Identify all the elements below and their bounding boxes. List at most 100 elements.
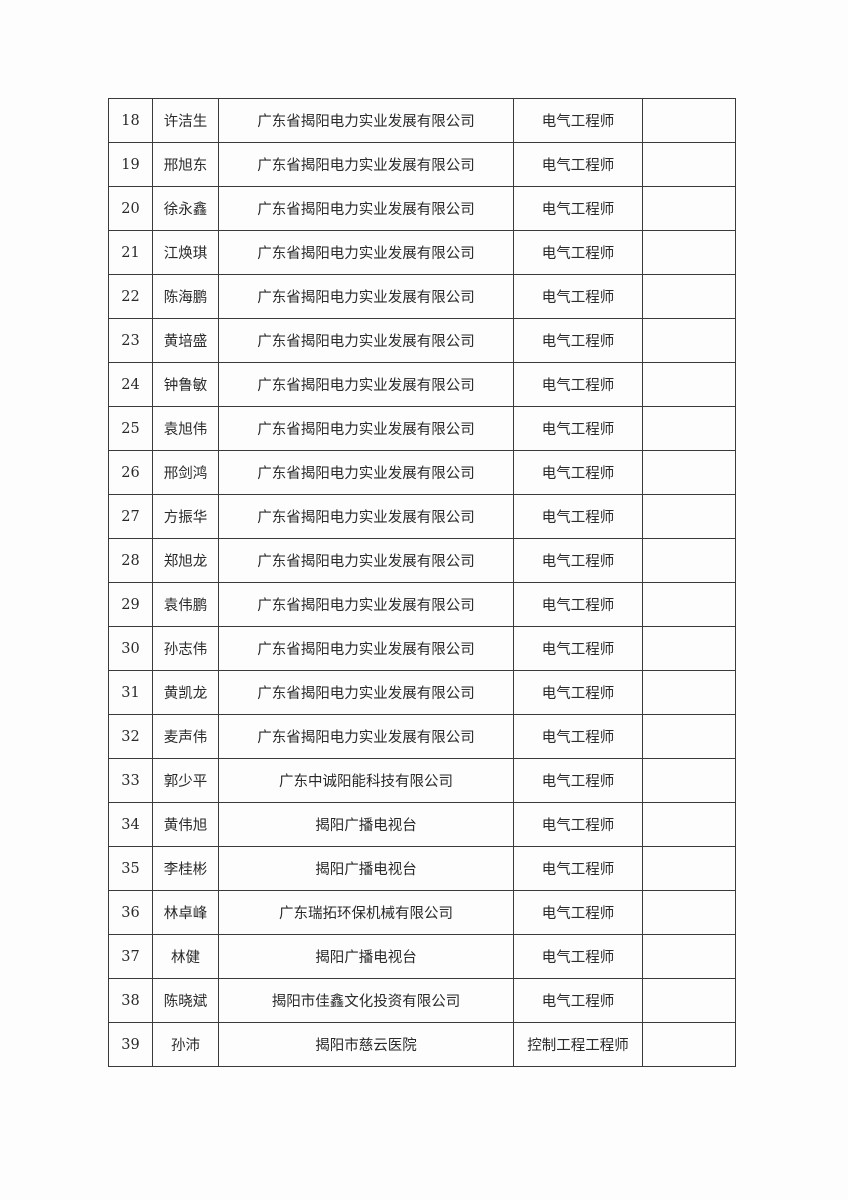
table-row: 19 邢旭东 广东省揭阳电力实业发展有限公司 电气工程师	[108, 142, 736, 187]
person-name-cell: 黄伟旭	[152, 802, 219, 847]
row-number-cell: 21	[108, 230, 153, 275]
job-title-cell: 电气工程师	[513, 142, 643, 187]
remarks-cell	[642, 362, 736, 407]
organization-cell: 广东省揭阳电力实业发展有限公司	[218, 670, 514, 715]
job-title-cell: 电气工程师	[513, 274, 643, 319]
remarks-cell	[642, 1022, 736, 1067]
job-title-cell: 电气工程师	[513, 978, 643, 1023]
job-title-cell: 电气工程师	[513, 758, 643, 803]
row-number-cell: 35	[108, 846, 153, 891]
person-name-cell: 陈晓斌	[152, 978, 219, 1023]
remarks-cell	[642, 142, 736, 187]
table-row: 22 陈海鹏 广东省揭阳电力实业发展有限公司 电气工程师	[108, 274, 736, 319]
remarks-cell	[642, 318, 736, 363]
organization-cell: 揭阳市佳鑫文化投资有限公司	[218, 978, 514, 1023]
row-number-cell: 37	[108, 934, 153, 979]
person-name-cell: 麦声伟	[152, 714, 219, 759]
remarks-cell	[642, 626, 736, 671]
person-name-cell: 陈海鹏	[152, 274, 219, 319]
remarks-cell	[642, 978, 736, 1023]
organization-cell: 揭阳广播电视台	[218, 934, 514, 979]
person-name-cell: 孙志伟	[152, 626, 219, 671]
row-number-cell: 26	[108, 450, 153, 495]
row-number-cell: 31	[108, 670, 153, 715]
person-name-cell: 袁伟鹏	[152, 582, 219, 627]
table-row: 37 林健 揭阳广播电视台 电气工程师	[108, 934, 736, 979]
organization-cell: 揭阳市慈云医院	[218, 1022, 514, 1067]
row-number-cell: 18	[108, 98, 153, 143]
job-title-cell: 电气工程师	[513, 186, 643, 231]
remarks-cell	[642, 670, 736, 715]
organization-cell: 广东省揭阳电力实业发展有限公司	[218, 494, 514, 539]
table-row: 30 孙志伟 广东省揭阳电力实业发展有限公司 电气工程师	[108, 626, 736, 671]
row-number-cell: 29	[108, 582, 153, 627]
row-number-cell: 25	[108, 406, 153, 451]
person-name-cell: 林卓峰	[152, 890, 219, 935]
table-row: 18 许洁生 广东省揭阳电力实业发展有限公司 电气工程师	[108, 98, 736, 143]
row-number-cell: 22	[108, 274, 153, 319]
remarks-cell	[642, 846, 736, 891]
table-row: 34 黄伟旭 揭阳广播电视台 电气工程师	[108, 802, 736, 847]
organization-cell: 广东省揭阳电力实业发展有限公司	[218, 450, 514, 495]
remarks-cell	[642, 406, 736, 451]
organization-cell: 揭阳广播电视台	[218, 846, 514, 891]
person-name-cell: 徐永鑫	[152, 186, 219, 231]
remarks-cell	[642, 98, 736, 143]
table-row: 32 麦声伟 广东省揭阳电力实业发展有限公司 电气工程师	[108, 714, 736, 759]
person-name-cell: 郑旭龙	[152, 538, 219, 583]
row-number-cell: 32	[108, 714, 153, 759]
table-row: 33 郭少平 广东中诚阳能科技有限公司 电气工程师	[108, 758, 736, 803]
remarks-cell	[642, 758, 736, 803]
job-title-cell: 电气工程师	[513, 890, 643, 935]
remarks-cell	[642, 802, 736, 847]
table-row: 20 徐永鑫 广东省揭阳电力实业发展有限公司 电气工程师	[108, 186, 736, 231]
person-name-cell: 邢旭东	[152, 142, 219, 187]
table-row: 35 李桂彬 揭阳广播电视台 电气工程师	[108, 846, 736, 891]
job-title-cell: 电气工程师	[513, 846, 643, 891]
person-name-cell: 黄凯龙	[152, 670, 219, 715]
table-row: 26 邢剑鸿 广东省揭阳电力实业发展有限公司 电气工程师	[108, 450, 736, 495]
organization-cell: 广东中诚阳能科技有限公司	[218, 758, 514, 803]
row-number-cell: 38	[108, 978, 153, 1023]
job-title-cell: 电气工程师	[513, 450, 643, 495]
organization-cell: 广东省揭阳电力实业发展有限公司	[218, 406, 514, 451]
table-row: 24 钟鲁敏 广东省揭阳电力实业发展有限公司 电气工程师	[108, 362, 736, 407]
row-number-cell: 19	[108, 142, 153, 187]
organization-cell: 广东省揭阳电力实业发展有限公司	[218, 626, 514, 671]
person-name-cell: 黄培盛	[152, 318, 219, 363]
organization-cell: 广东省揭阳电力实业发展有限公司	[218, 274, 514, 319]
remarks-cell	[642, 582, 736, 627]
job-title-cell: 电气工程师	[513, 934, 643, 979]
remarks-cell	[642, 538, 736, 583]
remarks-cell	[642, 186, 736, 231]
table-row: 28 郑旭龙 广东省揭阳电力实业发展有限公司 电气工程师	[108, 538, 736, 583]
organization-cell: 广东省揭阳电力实业发展有限公司	[218, 582, 514, 627]
job-title-cell: 控制工程工程师	[513, 1022, 643, 1067]
table-row: 27 方振华 广东省揭阳电力实业发展有限公司 电气工程师	[108, 494, 736, 539]
job-title-cell: 电气工程师	[513, 494, 643, 539]
remarks-cell	[642, 450, 736, 495]
job-title-cell: 电气工程师	[513, 670, 643, 715]
person-name-cell: 方振华	[152, 494, 219, 539]
row-number-cell: 33	[108, 758, 153, 803]
table-row: 23 黄培盛 广东省揭阳电力实业发展有限公司 电气工程师	[108, 318, 736, 363]
row-number-cell: 24	[108, 362, 153, 407]
organization-cell: 广东省揭阳电力实业发展有限公司	[218, 362, 514, 407]
person-name-cell: 林健	[152, 934, 219, 979]
organization-cell: 广东省揭阳电力实业发展有限公司	[218, 98, 514, 143]
job-title-cell: 电气工程师	[513, 318, 643, 363]
row-number-cell: 30	[108, 626, 153, 671]
organization-cell: 广东省揭阳电力实业发展有限公司	[218, 142, 514, 187]
job-title-cell: 电气工程师	[513, 230, 643, 275]
table-row: 21 江焕琪 广东省揭阳电力实业发展有限公司 电气工程师	[108, 230, 736, 275]
row-number-cell: 34	[108, 802, 153, 847]
person-name-cell: 江焕琪	[152, 230, 219, 275]
job-title-cell: 电气工程师	[513, 714, 643, 759]
row-number-cell: 28	[108, 538, 153, 583]
table-row: 39 孙沛 揭阳市慈云医院 控制工程工程师	[108, 1022, 736, 1067]
table-row: 29 袁伟鹏 广东省揭阳电力实业发展有限公司 电气工程师	[108, 582, 736, 627]
person-name-cell: 许洁生	[152, 98, 219, 143]
person-name-cell: 李桂彬	[152, 846, 219, 891]
remarks-cell	[642, 494, 736, 539]
job-title-cell: 电气工程师	[513, 802, 643, 847]
